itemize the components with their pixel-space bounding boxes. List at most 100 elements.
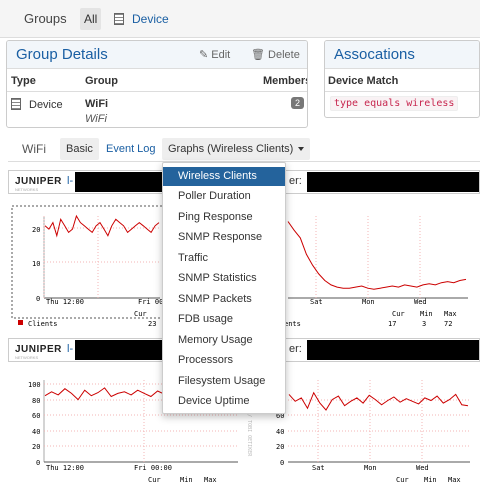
y-tick: 0 — [36, 459, 40, 467]
redaction — [307, 340, 479, 360]
tab-event-log[interactable]: Event Log — [106, 143, 156, 155]
y-tick: 0 — [280, 459, 284, 467]
juniper-logo-sub: NETWORKS — [15, 187, 39, 192]
y-tick: 40 — [32, 428, 40, 436]
y-tick: 20 — [32, 226, 40, 234]
menu-item-snmp-response[interactable]: SNMP Response — [178, 231, 263, 243]
col-cur: Cur — [134, 310, 147, 318]
juniper-logo: JUNIPER — [15, 176, 62, 187]
cur-value: 17 — [388, 320, 396, 328]
legend-label: ents — [284, 320, 301, 328]
menu-item-ping-response[interactable]: Ping Response — [178, 211, 253, 223]
menu-item-processors[interactable]: Processors — [178, 354, 234, 366]
series-line — [287, 221, 467, 290]
x-tick: Fri 00 — [138, 298, 163, 306]
menu-item-snmp-statistics[interactable]: SNMP Statistics — [178, 272, 257, 284]
y-tick: 60 — [32, 412, 40, 420]
associations-title: Assocations — [334, 46, 415, 63]
tab-wifi: WiFi — [22, 142, 46, 156]
match-rule: type equals wireless — [330, 96, 459, 111]
menu-item-poller-duration[interactable]: Poller Duration — [178, 190, 251, 202]
members-badge: 2 — [291, 97, 305, 109]
y-tick: 0 — [36, 295, 40, 303]
nav-device-label: Device — [132, 12, 169, 26]
tab-graphs-label: Graphs (Wireless Clients) — [168, 143, 294, 155]
graphs-dropdown-menu: Wireless Clients Poller Duration Ping Re… — [162, 162, 286, 414]
nav-device[interactable]: Device — [108, 8, 175, 30]
row-group[interactable]: WiFi — [85, 98, 109, 110]
menu-item-snmp-packets[interactable]: SNMP Packets — [178, 293, 252, 305]
device-link[interactable]: l- — [67, 175, 74, 187]
legend-label: Clients — [28, 320, 58, 328]
edit-label: Edit — [211, 49, 231, 61]
series-line — [44, 214, 160, 238]
menu-item-memory-usage[interactable]: Memory Usage — [178, 334, 253, 346]
legend-swatch — [18, 320, 23, 325]
caret-down-icon — [298, 147, 305, 151]
y-tick: 100 — [28, 381, 41, 389]
redaction — [75, 340, 165, 360]
rrdtool-watermark: RRDTOOL / TOBI OETIKER — [246, 390, 252, 457]
tab-bar: WiFi Basic Event Log Graphs (Wireless Cl… — [8, 136, 480, 162]
edit-button[interactable]: ✎ Edit — [199, 41, 230, 69]
col-members: Members — [263, 75, 308, 87]
plot-area — [288, 380, 470, 463]
menu-item-fdb-usage[interactable]: FDB usage — [178, 313, 234, 325]
x-tick: Thu 12:00 — [46, 298, 84, 306]
row-type-label: Device — [29, 99, 63, 111]
x-tick: Wed — [416, 464, 429, 472]
col-max: Max — [204, 476, 217, 484]
chart-wireless-clients-week[interactable]: Sat Mon Wed ents Cur Min Max 17 3 72 — [276, 196, 480, 332]
max-value: 72 — [444, 320, 452, 328]
redaction — [75, 172, 165, 192]
delete-label: Delete — [268, 49, 300, 61]
x-tick: Sat — [310, 298, 323, 306]
min-value: 3 — [422, 320, 426, 328]
col-max: Max — [444, 310, 457, 318]
juniper-logo: JUNIPER — [15, 344, 62, 355]
tab-graphs[interactable]: Graphs (Wireless Clients) — [162, 138, 311, 160]
col-max: Max — [448, 476, 461, 484]
menu-item-wireless-clients[interactable]: Wireless Clients — [163, 167, 285, 186]
group-details-panel: Group Details ✎ Edit 🗑 Delete Type Group… — [6, 40, 308, 128]
col-cur: Cur — [396, 476, 409, 484]
menu-item-traffic[interactable]: Traffic — [178, 252, 208, 264]
y-tick: 80 — [32, 397, 40, 405]
device-link[interactable]: l- — [67, 343, 74, 355]
y-tick: 40 — [276, 428, 284, 436]
edit-icon: ✎ — [199, 49, 209, 61]
y-tick: 10 — [32, 260, 40, 268]
menu-item-device-uptime[interactable]: Device Uptime — [178, 395, 250, 407]
series-line — [288, 391, 469, 411]
col-device-match: Device Match — [328, 75, 399, 87]
x-tick: Thu 12:00 — [46, 464, 84, 472]
y-tick: 20 — [32, 443, 40, 451]
menu-item-filesystem-usage[interactable]: Filesystem Usage — [178, 375, 266, 387]
col-min: Min — [420, 310, 433, 318]
device-icon — [114, 13, 124, 25]
col-type: Type — [11, 75, 36, 87]
x-tick: Wed — [414, 298, 427, 306]
col-min: Min — [424, 476, 437, 484]
plot-area — [43, 214, 160, 299]
top-navbar: Groups All Device — [0, 0, 480, 38]
nav-all[interactable]: All — [80, 8, 102, 30]
plot-area — [287, 216, 468, 299]
group-details-title: Group Details — [16, 46, 108, 63]
row-type[interactable]: Device — [11, 98, 63, 111]
y-tick: 60 — [276, 412, 284, 420]
device-label: er: — [289, 175, 302, 187]
trash-icon: 🗑 — [251, 49, 265, 61]
chart-poller-duration-week[interactable]: 80 60 40 20 0 Sat Mon Wed Cur Min Max — [256, 372, 480, 489]
juniper-logo-sub: NETWORKS — [15, 355, 39, 360]
chart-poller-duration[interactable]: 100 80 60 40 20 0 Thu 12:00 Fri 00:00 RR… — [8, 372, 280, 489]
y-tick: 20 — [276, 443, 284, 451]
x-tick: Fri 00:00 — [134, 464, 172, 472]
col-group: Group — [85, 75, 118, 87]
associations-panel: Assocations Device Match type equals wir… — [324, 40, 480, 118]
nav-groups[interactable]: Groups — [24, 11, 67, 26]
x-tick: Mon — [362, 298, 375, 306]
tab-basic[interactable]: Basic — [60, 138, 99, 160]
delete-button[interactable]: 🗑 Delete — [251, 41, 300, 69]
col-cur: Cur — [392, 310, 405, 318]
